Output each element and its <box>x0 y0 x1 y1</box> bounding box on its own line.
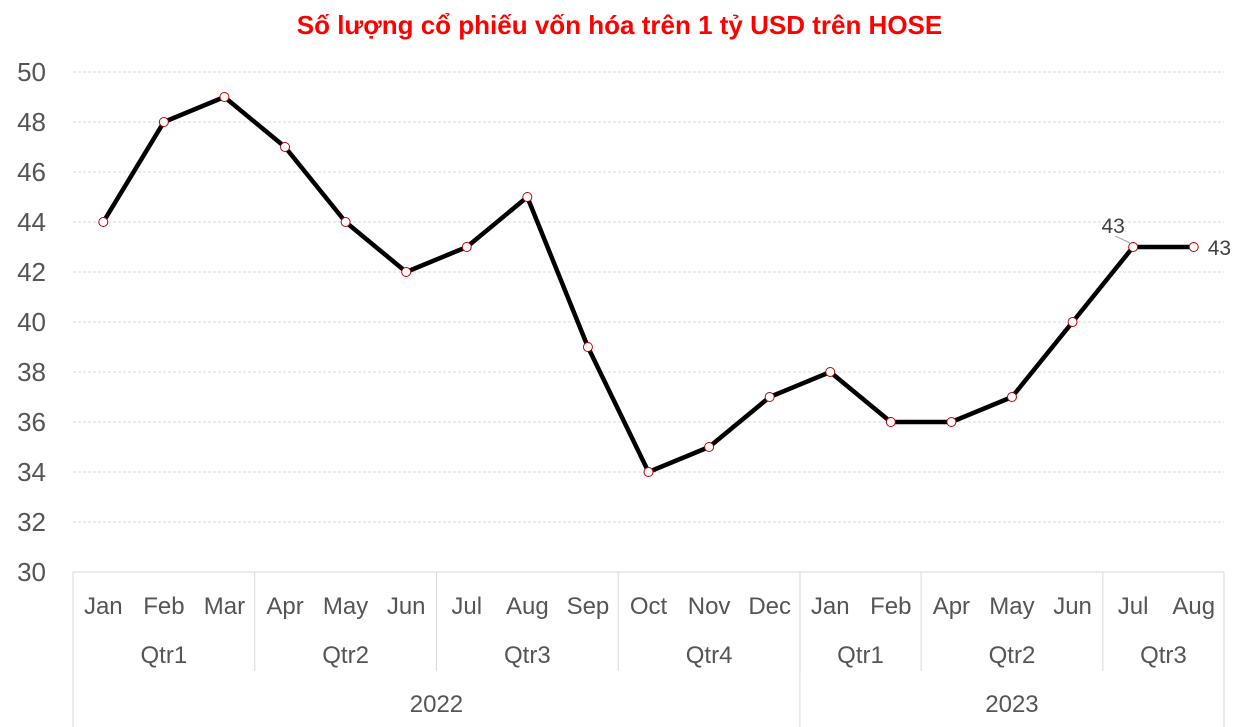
x-tick-label-month: Jun <box>1053 593 1092 620</box>
x-tick-label-month: Jan <box>811 593 850 620</box>
data-point <box>98 217 109 227</box>
x-tick-label-month: Jun <box>387 593 426 620</box>
x-tick-label-quarter: Qtr1 <box>141 642 188 669</box>
x-tick-label-month: Dec <box>748 593 791 620</box>
x-tick-label-month: May <box>323 593 368 620</box>
x-tick-label-quarter: Qtr3 <box>1140 642 1187 669</box>
x-tick-label-quarter: Qtr3 <box>504 642 551 669</box>
y-tick-label: 40 <box>17 307 46 337</box>
x-tick-label-month: Sep <box>567 593 610 620</box>
data-label: 43 <box>1101 215 1124 238</box>
data-point <box>946 417 957 427</box>
chart-title: Số lượng cổ phiếu vốn hóa trên 1 tỷ USD … <box>296 10 943 40</box>
data-label: 43 <box>1208 237 1231 260</box>
x-tick-label-month: Aug <box>506 593 549 620</box>
data-label-leader <box>1114 235 1131 244</box>
data-point <box>704 442 715 452</box>
data-point <box>401 267 412 277</box>
x-tick-label-quarter: Qtr4 <box>686 642 733 669</box>
x-tick-label-month: Jul <box>451 593 482 620</box>
x-tick-label-quarter: Qtr2 <box>322 642 369 669</box>
data-point <box>340 217 351 227</box>
data-point <box>1188 242 1199 252</box>
y-tick-label: 46 <box>17 157 46 187</box>
data-point <box>461 242 472 252</box>
y-tick-label: 30 <box>17 557 46 587</box>
x-tick-label-quarter: Qtr1 <box>837 642 884 669</box>
y-tick-label: 48 <box>17 107 46 137</box>
y-tick-label: 44 <box>17 207 46 237</box>
y-tick-label: 50 <box>17 57 46 87</box>
x-tick-label-month: Apr <box>933 593 970 620</box>
y-tick-label: 34 <box>17 457 46 487</box>
x-tick-label-month: Nov <box>688 593 731 620</box>
y-tick-label: 38 <box>17 357 46 387</box>
x-tick-label-year: 2022 <box>410 691 463 718</box>
x-tick-label-month: Oct <box>630 593 668 620</box>
data-point <box>885 417 896 427</box>
data-point <box>1067 317 1078 327</box>
series-line <box>101 94 1196 475</box>
data-point <box>158 117 169 127</box>
data-point <box>280 142 291 152</box>
x-tick-label-month: May <box>989 593 1034 620</box>
data-point <box>825 367 836 377</box>
x-tick-label-month: Aug <box>1172 593 1215 620</box>
data-point <box>522 192 533 202</box>
x-tick-label-month: Apr <box>266 593 303 620</box>
x-tick-label-month: Jan <box>84 593 123 620</box>
data-point <box>643 467 654 477</box>
x-tick-label-quarter: Qtr2 <box>989 642 1036 669</box>
y-tick-label: 32 <box>17 507 46 537</box>
x-tick-label-year: 2023 <box>985 691 1038 718</box>
x-tick-label-month: Feb <box>870 593 911 620</box>
x-tick-label-month: Jul <box>1118 593 1149 620</box>
y-tick-label: 36 <box>17 407 46 437</box>
data-point <box>219 92 230 102</box>
y-tick-label: 42 <box>17 257 46 287</box>
x-tick-label-month: Feb <box>143 593 184 620</box>
data-point <box>764 392 775 402</box>
data-point <box>1006 392 1017 402</box>
data-point <box>582 342 593 352</box>
data-point <box>1128 242 1139 252</box>
x-tick-label-month: Mar <box>204 593 245 620</box>
